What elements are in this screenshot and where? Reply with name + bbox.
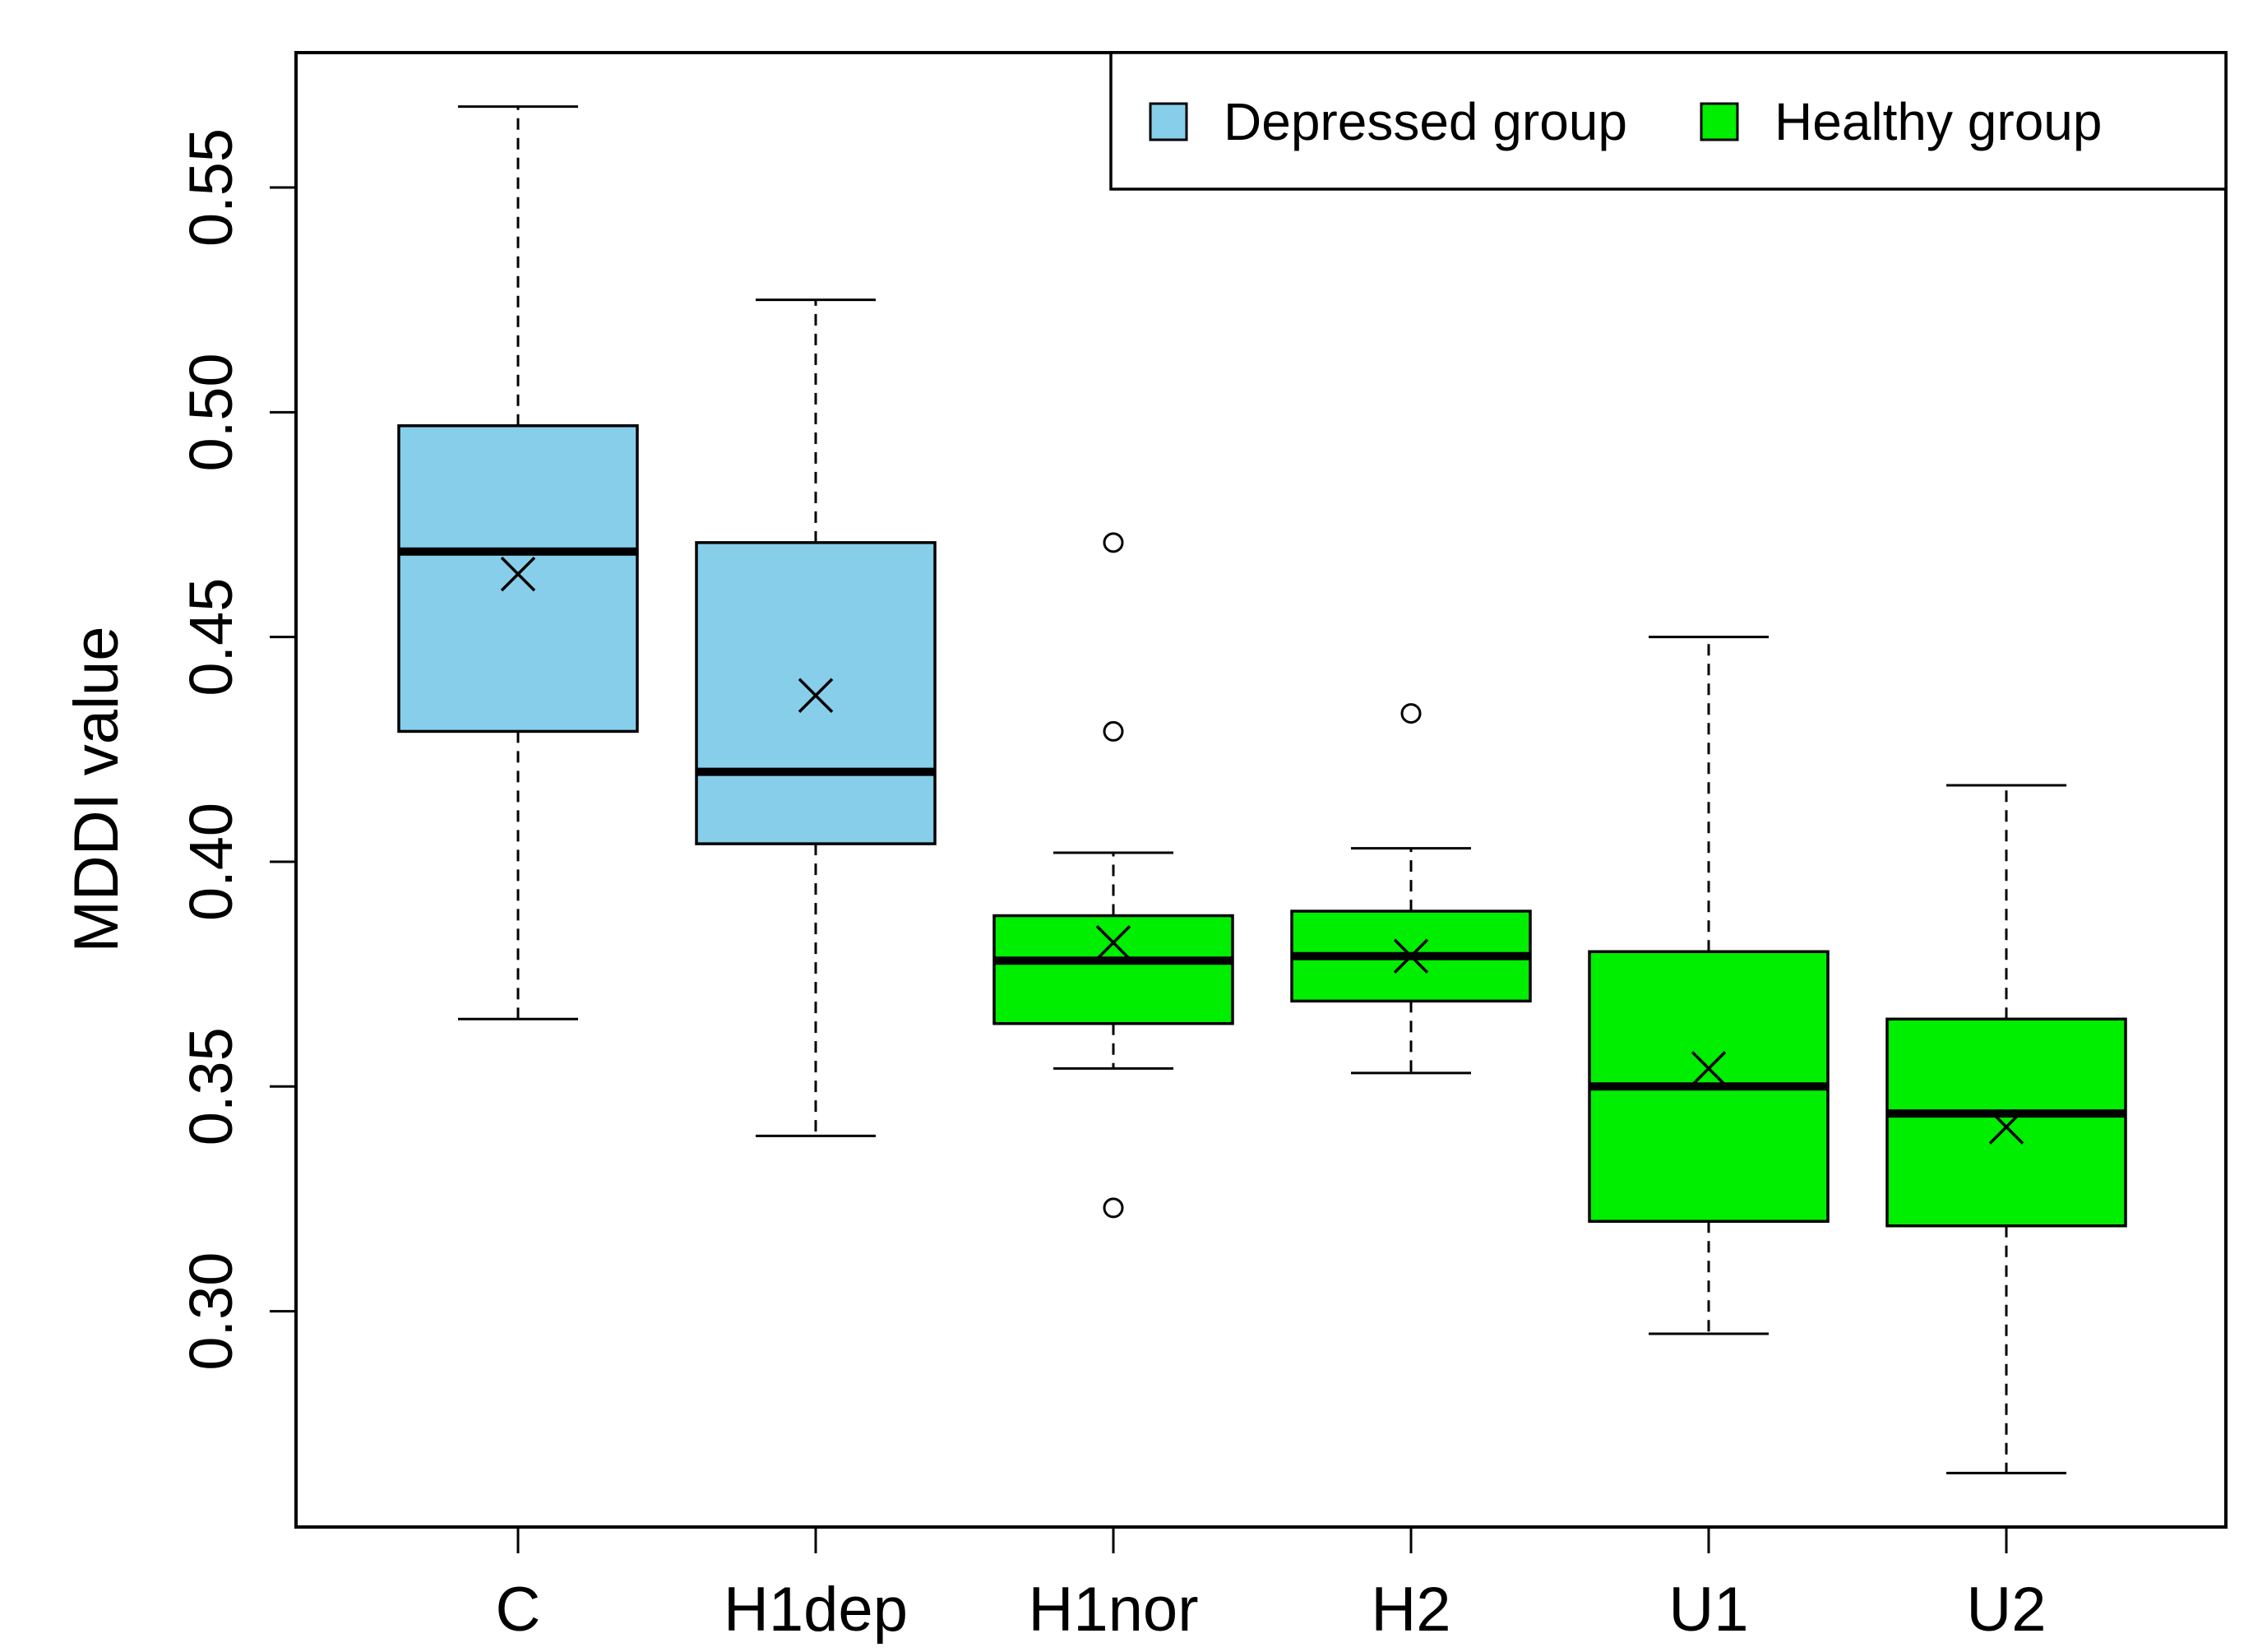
legend-label: Healthy group <box>1774 92 2102 151</box>
legend-label: Depressed group <box>1224 92 1627 151</box>
box-U2 <box>1885 784 2127 1474</box>
y-tick-label: 0.45 <box>177 578 245 696</box>
x-tick-label: U2 <box>1966 1575 2046 1645</box>
iqr-box <box>695 541 937 845</box>
y-axis-title: MDDI value <box>62 627 132 953</box>
iqr-box <box>992 914 1234 1025</box>
mean-marker <box>798 678 834 713</box>
legend-box <box>1109 51 2228 191</box>
iqr-box <box>1885 1017 2127 1228</box>
x-tick-label: C <box>496 1575 541 1645</box>
outlier-point <box>1103 1197 1124 1219</box>
box-H1dep <box>695 298 937 1137</box>
mean-marker <box>1095 925 1131 960</box>
x-tick-label: H2 <box>1371 1575 1450 1645</box>
legend-swatch <box>1700 102 1739 141</box>
mean-marker <box>1393 938 1429 974</box>
outlier-point <box>1103 532 1124 553</box>
plot-layer <box>397 105 2127 1474</box>
outlier-point <box>1400 703 1422 724</box>
box-U1 <box>1588 636 1830 1335</box>
mean-marker <box>1691 1051 1727 1086</box>
x-tick-label: H1dep <box>724 1575 908 1645</box>
box-H1nor <box>992 532 1234 1219</box>
iqr-box <box>397 423 639 733</box>
box-C <box>397 105 639 1020</box>
y-tick-label: 0.40 <box>177 803 245 921</box>
legend-swatch <box>1149 102 1188 141</box>
y-tick-label: 0.35 <box>177 1027 245 1145</box>
mean-marker <box>1988 1109 2024 1145</box>
x-tick-label: U1 <box>1668 1575 1748 1645</box>
mean-marker <box>500 556 536 592</box>
y-tick-label: 0.50 <box>177 353 245 471</box>
y-tick-label: 0.55 <box>177 128 245 247</box>
box-H2 <box>1290 703 1532 1075</box>
outlier-point <box>1103 720 1124 742</box>
axis-layer: 0.30 0.35 0.40 0.45 0.50 0.55 C H1dep H1nor H2 U1 U… <box>177 128 2047 1645</box>
legend: Depressed group Healthy group <box>1109 51 2228 191</box>
x-tick-label: H1nor <box>1029 1575 1199 1645</box>
y-tick-label: 0.30 <box>177 1252 245 1371</box>
